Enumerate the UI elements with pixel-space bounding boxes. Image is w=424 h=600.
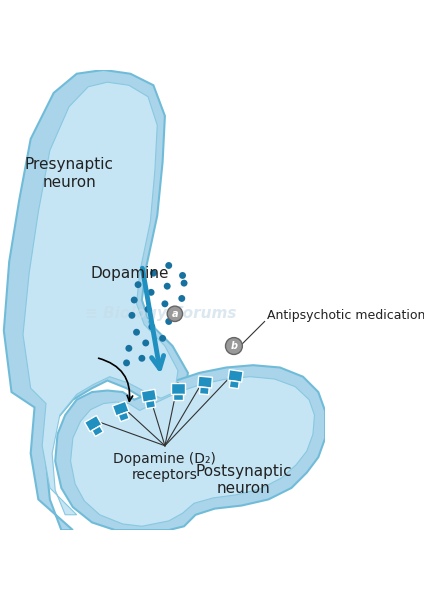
Text: a: a [172,309,178,319]
Polygon shape [23,82,178,515]
Polygon shape [145,400,156,409]
Text: Dopamine (D₂)
receptors: Dopamine (D₂) receptors [114,452,216,482]
Polygon shape [198,376,212,388]
Polygon shape [4,70,188,530]
Text: ≡ Biology-Forums: ≡ Biology-Forums [85,307,237,322]
Polygon shape [229,380,239,389]
Circle shape [128,312,135,319]
Circle shape [139,355,145,362]
Polygon shape [84,415,102,431]
Polygon shape [171,383,185,394]
Polygon shape [173,394,183,400]
Text: Dopamine: Dopamine [90,266,169,281]
Circle shape [150,270,157,277]
Circle shape [181,280,187,287]
Polygon shape [199,387,209,395]
Polygon shape [70,377,315,526]
Circle shape [179,272,186,279]
Circle shape [162,301,168,307]
Circle shape [165,262,172,269]
Text: Antipsychotic medication: Antipsychotic medication [267,309,424,322]
Circle shape [148,289,155,296]
Circle shape [133,329,140,335]
Circle shape [134,281,142,288]
Polygon shape [141,389,157,402]
Circle shape [145,306,151,313]
Circle shape [142,340,149,346]
Circle shape [123,359,130,367]
Polygon shape [112,401,129,416]
Polygon shape [55,365,325,530]
Circle shape [179,295,185,302]
Circle shape [126,345,132,352]
Circle shape [131,296,138,304]
Text: Presynaptic
neuron: Presynaptic neuron [25,157,114,190]
Text: b: b [230,341,237,351]
Circle shape [167,306,183,322]
Circle shape [165,318,172,325]
Circle shape [164,283,170,290]
Text: Postsynaptic
neuron: Postsynaptic neuron [195,464,292,496]
Polygon shape [118,412,129,422]
Polygon shape [92,426,103,436]
Circle shape [226,338,243,355]
Circle shape [148,323,155,330]
Circle shape [159,335,166,342]
Polygon shape [228,370,243,382]
